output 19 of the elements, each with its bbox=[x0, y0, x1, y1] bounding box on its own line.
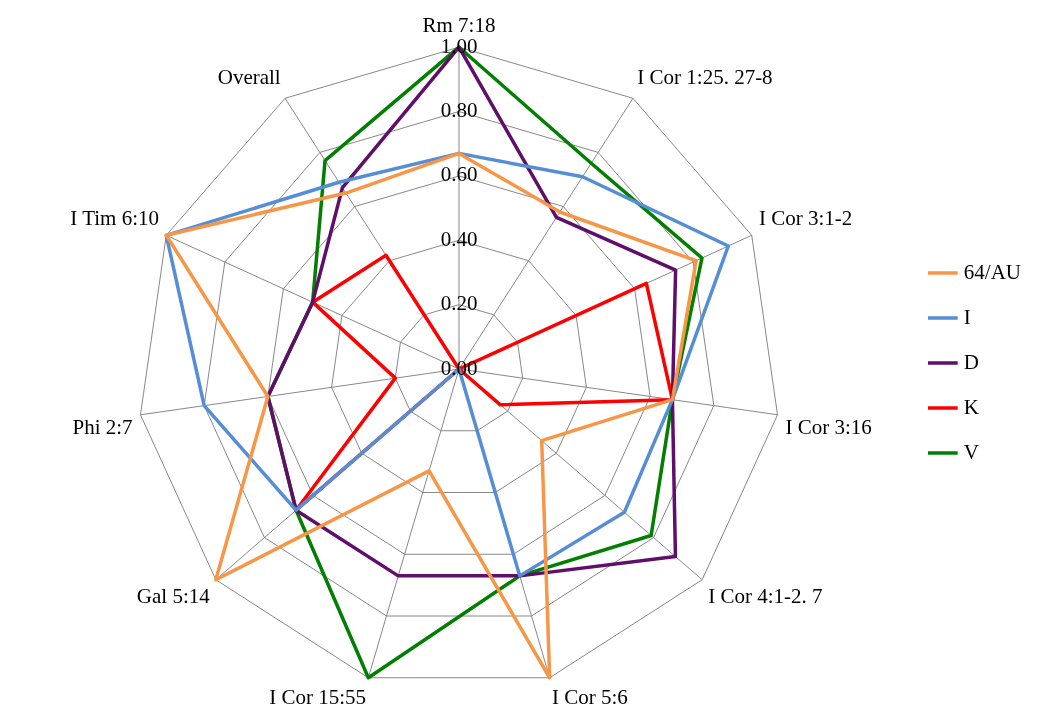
spoke-label: I Cor 3:16 bbox=[785, 415, 872, 440]
spoke-label: Gal 5:14 bbox=[136, 584, 211, 609]
spoke-label: I Cor 4:1-2. 7 bbox=[708, 584, 823, 609]
legend-label: I bbox=[963, 304, 971, 329]
spoke-label: I Cor 3:1-2 bbox=[759, 205, 853, 230]
y-tick-label: 0.60 bbox=[440, 162, 478, 187]
spoke-label: Phi 2:7 bbox=[72, 415, 133, 440]
legend-label: 64/AU bbox=[963, 259, 1022, 284]
legend-label: D bbox=[963, 349, 980, 374]
spoke-label: I Tim 6:10 bbox=[70, 205, 159, 230]
spoke-label: I Cor 15:55 bbox=[269, 684, 367, 709]
legend-label: K bbox=[963, 394, 980, 419]
spoke-label: I Cor 1:25. 27-8 bbox=[637, 65, 773, 90]
legend-label: V bbox=[963, 439, 980, 464]
spoke-label: I Cor 5:6 bbox=[551, 684, 628, 709]
y-tick-label: 0.40 bbox=[440, 226, 478, 251]
y-tick-label: 0.80 bbox=[440, 98, 478, 123]
spoke-label: Overall bbox=[217, 65, 281, 90]
y-tick-label: 0.20 bbox=[440, 291, 478, 316]
